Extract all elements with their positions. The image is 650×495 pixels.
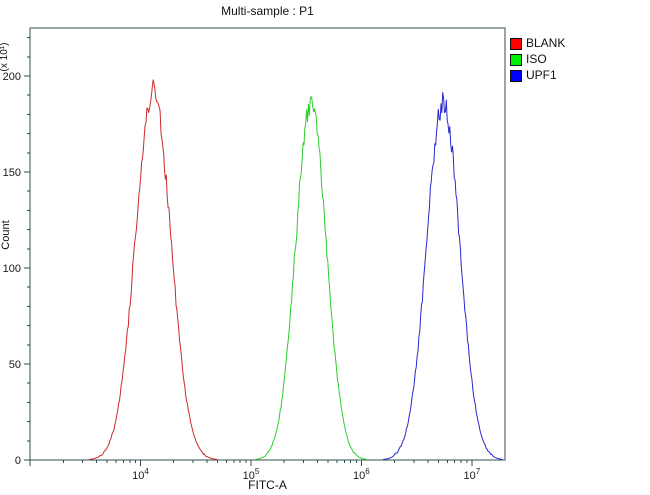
svg-text:200: 200 <box>3 71 21 83</box>
legend-item-iso: ISO <box>510 53 565 66</box>
x-axis-label: FITC-A <box>248 478 287 492</box>
legend-swatch-blue <box>510 69 522 82</box>
legend-label-upf1: UPF1 <box>526 68 557 82</box>
legend-item-blank: BLANK <box>510 37 565 50</box>
svg-text:50: 50 <box>9 359 21 371</box>
legend-item-upf1: UPF1 <box>510 69 565 82</box>
legend-swatch-green <box>510 53 522 66</box>
legend-label-iso: ISO <box>526 52 547 66</box>
legend-label-blank: BLANK <box>526 36 566 50</box>
chart-title: Multi-sample : P1 <box>221 4 314 18</box>
chart-legend: BLANK ISO UPF1 <box>510 37 565 82</box>
legend-swatch-red <box>510 37 522 50</box>
svg-text:150: 150 <box>3 167 21 179</box>
svg-text:100: 100 <box>3 263 21 275</box>
svg-text:0: 0 <box>15 455 21 467</box>
